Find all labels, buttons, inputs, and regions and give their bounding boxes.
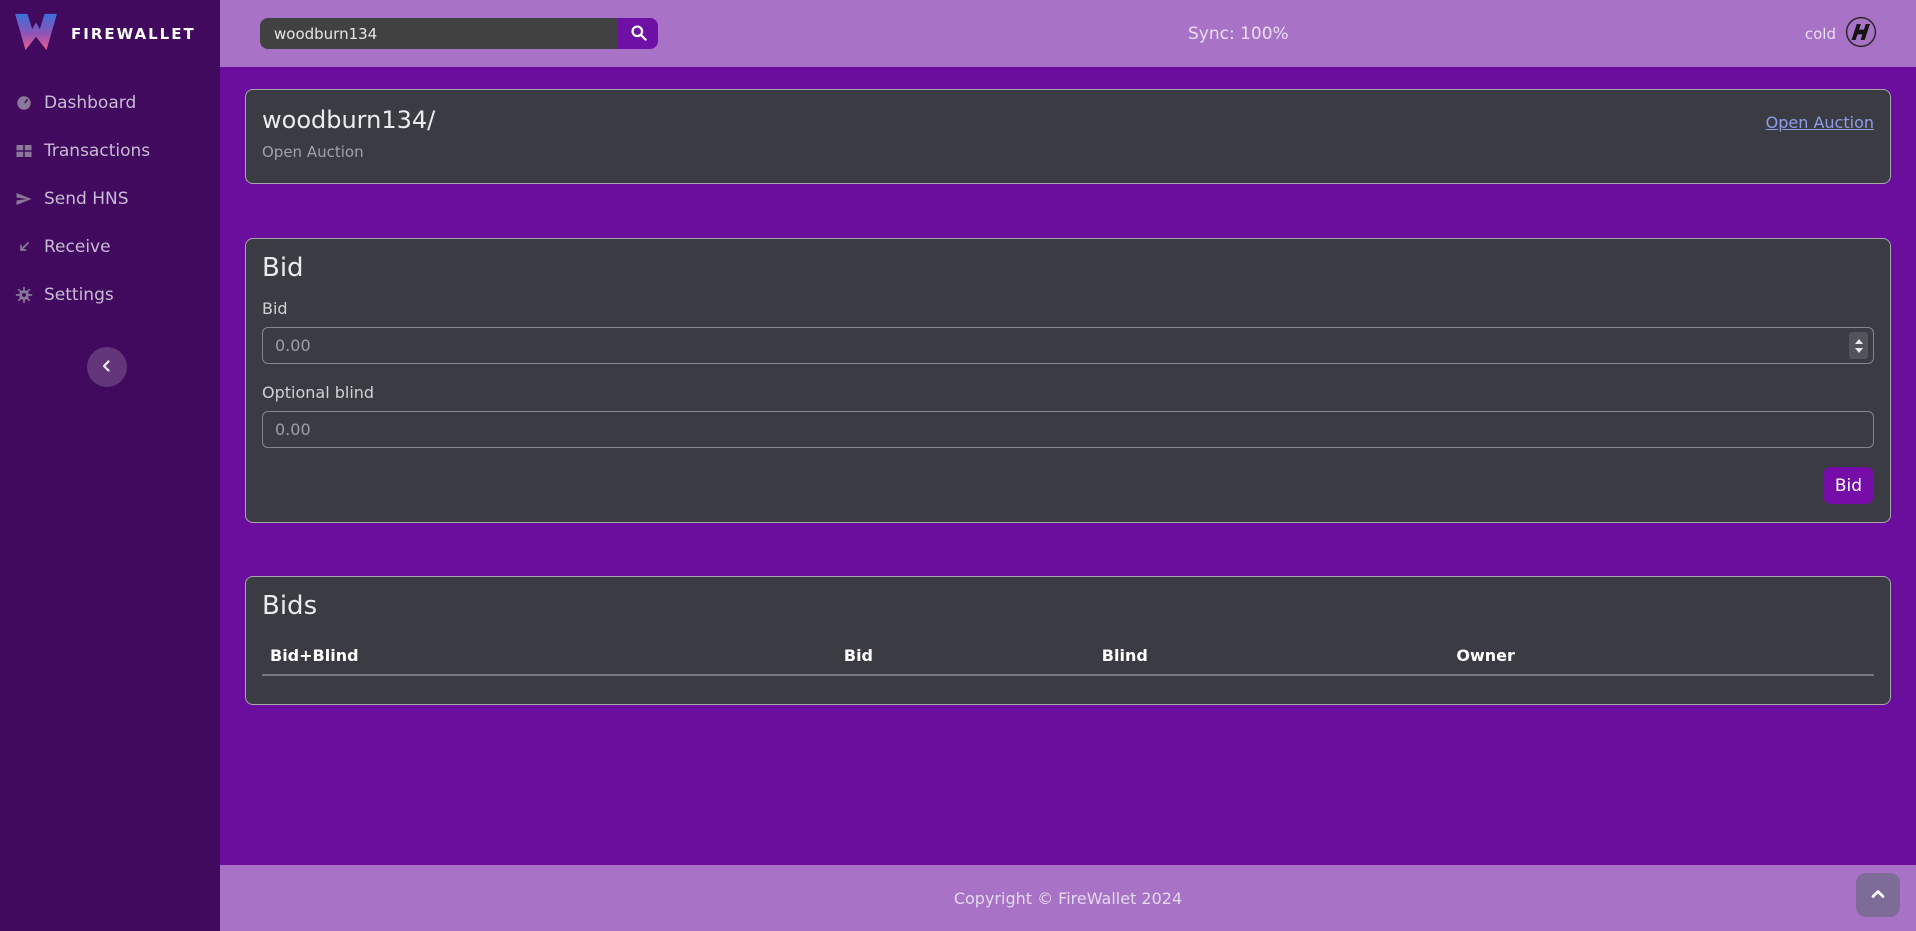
column-header-owner: Owner bbox=[1448, 637, 1874, 676]
chevron-up-icon bbox=[1868, 884, 1888, 907]
bid-amount-input[interactable] bbox=[262, 327, 1874, 364]
domain-info: woodburn134/ Open Auction bbox=[262, 104, 435, 169]
sync-status: Sync: 100% bbox=[1188, 23, 1289, 44]
stepper-up-icon[interactable] bbox=[1854, 338, 1863, 344]
magnifier-icon bbox=[629, 23, 648, 45]
handshake-logo-icon bbox=[1845, 16, 1877, 52]
sidebar-nav: Dashboard Transactions Send HNS Receive bbox=[0, 67, 220, 319]
content-column: Sync: 100% cold woodburn134/ Open Auctio… bbox=[220, 0, 1916, 931]
sidebar-item-label: Receive bbox=[44, 237, 111, 257]
paper-plane-icon bbox=[14, 190, 34, 208]
copyright-text: Copyright © FireWallet 2024 bbox=[953, 888, 1183, 908]
bid-submit-row: Bid bbox=[262, 467, 1874, 504]
number-stepper[interactable] bbox=[1849, 332, 1868, 359]
bid-input-wrap bbox=[262, 327, 1874, 364]
chevron-left-icon bbox=[98, 357, 116, 378]
sidebar-item-transactions[interactable]: Transactions bbox=[0, 127, 220, 175]
sidebar-item-label: Settings bbox=[44, 285, 114, 305]
brand-name: FIREWALLET bbox=[71, 24, 196, 43]
sidebar-item-receive[interactable]: Receive bbox=[0, 223, 220, 271]
bids-table-header-row: Bid+Blind Bid Blind Owner bbox=[262, 637, 1874, 676]
page-footer: Copyright © FireWallet 2024 bbox=[220, 865, 1916, 931]
wallet-group[interactable]: cold bbox=[1805, 0, 1877, 67]
table-grid-icon bbox=[14, 142, 34, 160]
bids-table: Bid+Blind Bid Blind Owner bbox=[262, 637, 1874, 676]
domain-card: woodburn134/ Open Auction Open Auction bbox=[245, 89, 1891, 184]
sidebar-item-send-hns[interactable]: Send HNS bbox=[0, 175, 220, 223]
bids-card-title: Bids bbox=[262, 591, 318, 621]
sidebar-item-label: Dashboard bbox=[44, 93, 137, 113]
top-bar: Sync: 100% cold bbox=[220, 0, 1916, 67]
scroll-to-top-button[interactable] bbox=[1856, 873, 1900, 917]
blind-input-wrap bbox=[262, 411, 1874, 448]
firewallet-logo-icon bbox=[13, 12, 59, 56]
sidebar-collapse-button[interactable] bbox=[87, 347, 127, 387]
sidebar-item-dashboard[interactable]: Dashboard bbox=[0, 79, 220, 127]
search-button[interactable] bbox=[618, 18, 658, 49]
domain-status: Open Auction bbox=[262, 143, 364, 161]
sidebar-item-label: Transactions bbox=[44, 141, 151, 161]
sidebar-item-label: Send HNS bbox=[44, 189, 129, 209]
main-content: woodburn134/ Open Auction Open Auction B… bbox=[220, 67, 1916, 865]
sidebar: FIREWALLET Dashboard Transactions Send H… bbox=[0, 0, 220, 931]
domain-title: woodburn134/ bbox=[262, 106, 436, 134]
bids-table-card: Bids Bid+Blind Bid Blind Owner bbox=[245, 576, 1891, 705]
blind-field-label: Optional blind bbox=[262, 383, 375, 402]
arrow-down-left-icon bbox=[14, 238, 34, 256]
sidebar-item-settings[interactable]: Settings bbox=[0, 271, 220, 319]
bid-form-card: Bid Bid Optional blind Bid bbox=[245, 238, 1891, 523]
blind-amount-input[interactable] bbox=[262, 411, 1874, 448]
brand: FIREWALLET bbox=[0, 0, 220, 67]
search-input[interactable] bbox=[260, 18, 618, 49]
column-header-bid-blind: Bid+Blind bbox=[262, 637, 836, 676]
tachometer-icon bbox=[14, 94, 34, 112]
bid-submit-button[interactable]: Bid bbox=[1822, 467, 1874, 504]
wallet-name: cold bbox=[1804, 24, 1836, 43]
bid-card-title: Bid bbox=[262, 253, 304, 283]
search-group bbox=[260, 18, 658, 49]
open-auction-link[interactable]: Open Auction bbox=[1765, 113, 1874, 132]
column-header-bid: Bid bbox=[835, 637, 1094, 676]
gear-icon bbox=[14, 286, 34, 304]
stepper-down-icon[interactable] bbox=[1854, 347, 1863, 353]
column-header-blind: Blind bbox=[1093, 637, 1449, 676]
bid-field-label: Bid bbox=[262, 299, 288, 318]
